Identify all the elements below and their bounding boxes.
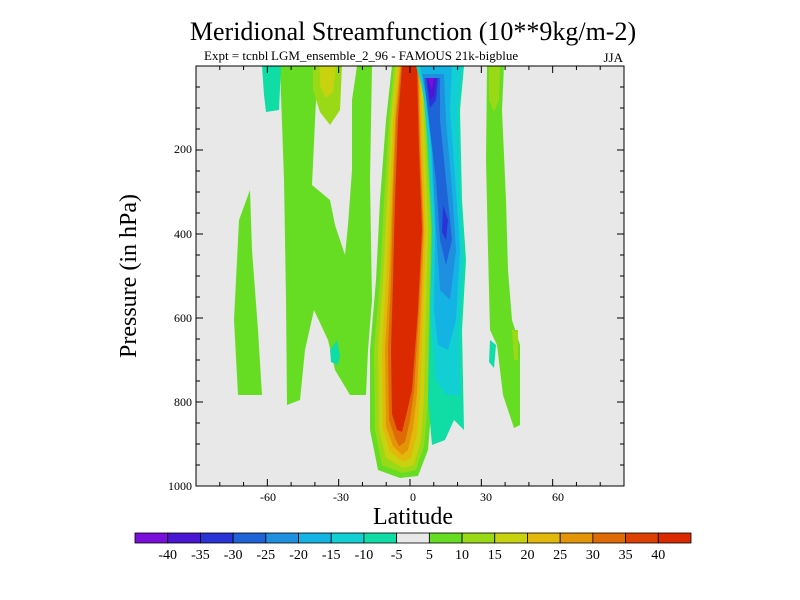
colorbar-label: 40 [651,548,665,563]
chart-subtitle-overlap: LGM_ensemble_2_96 - FAMOUS 21k-bigblue [271,48,518,63]
y-tick-label: 1000 [168,479,192,493]
y-axis-label: Pressure (in hPa) [116,194,142,358]
colorbar-swatch [527,532,561,544]
y-tick-label: 800 [174,395,192,409]
x-axis-label: Latitude [373,504,453,530]
y-tick-labels: 200 400 600 800 1000 [168,142,192,493]
contour-nh-pos-spot [512,330,518,360]
colorbar-labels: -40 -35 -30 -25 -20 -15 -10 -5 5 10 15 20 25 30 35 40 [158,548,665,563]
contour-nh-neg-peak [428,78,434,90]
contour-sh-negative-strip [262,66,281,112]
colorbar-swatch [363,532,398,544]
contour-nh-pos-cell [486,66,520,428]
colorbar-swatch [559,532,594,544]
contour-nh-pos-core [489,66,500,112]
plot-area [195,65,625,487]
contour-sh-negative-blob [330,340,340,365]
contour-hadley-pos-40 [391,66,422,432]
y-tick-label: 600 [174,311,192,325]
colorbar-swatch [396,532,430,544]
colorbar-label: -10 [355,548,374,563]
x-tick-label: 0 [410,490,416,504]
colorbar-label: -40 [158,548,177,563]
colorbar-label: 5 [426,548,433,563]
x-tick-labels: -60 -30 0 30 60 [260,490,564,504]
colorbar-swatch [232,532,267,544]
contour-nh-neg-30 [426,78,448,240]
colorbar-label: -5 [391,548,403,563]
contour-nh-neg-core [427,78,436,100]
colorbar-swatch [428,532,463,544]
axis-ticks [195,65,625,487]
contour-nh-strip [489,340,496,368]
colorbar-label: -35 [191,548,210,563]
chart-subtitle-season: JJA [603,50,623,65]
colorbar-swatch [200,532,234,544]
colorbar-label: 10 [455,548,469,563]
colorbar-label: 35 [619,548,633,563]
colorbar-swatch [330,532,365,544]
y-tick-label: 200 [174,142,192,156]
colorbar-label: 25 [553,548,567,563]
colorbar-swatch [625,532,659,544]
colorbar-label: -30 [224,548,243,563]
x-tick-label: -30 [333,490,349,504]
contour-sh-tall-cell [280,66,372,405]
colorbar-swatch [265,532,299,544]
colorbar-label: -15 [322,548,341,563]
colorbar-label: 20 [520,548,534,563]
colorbar [134,532,692,544]
colorbar-swatch [657,532,692,544]
x-tick-label: 30 [480,490,492,504]
colorbar-label: -20 [289,548,308,563]
x-tick-label: -60 [260,490,276,504]
contour-fields [234,66,520,478]
colorbar-label: -25 [256,548,275,563]
colorbar-swatch [494,532,528,544]
colorbar-swatch [461,532,496,544]
colorbar-swatch [592,532,626,544]
colorbar-swatch [298,532,332,544]
chart-subtitle-left: Expt = tcnbl [204,48,269,63]
contour-sh-yellow-core [320,66,336,98]
colorbar-label: 15 [488,548,502,563]
colorbar-swatch [167,532,201,544]
x-tick-label: 60 [552,490,564,504]
chart-title: Meridional Streamfunction (10**9kg/m-2) [190,17,636,46]
colorbar-swatch [134,532,169,544]
colorbar-label: 30 [586,548,600,563]
y-tick-label: 400 [174,227,192,241]
contour-sh-far-cell [234,190,262,395]
